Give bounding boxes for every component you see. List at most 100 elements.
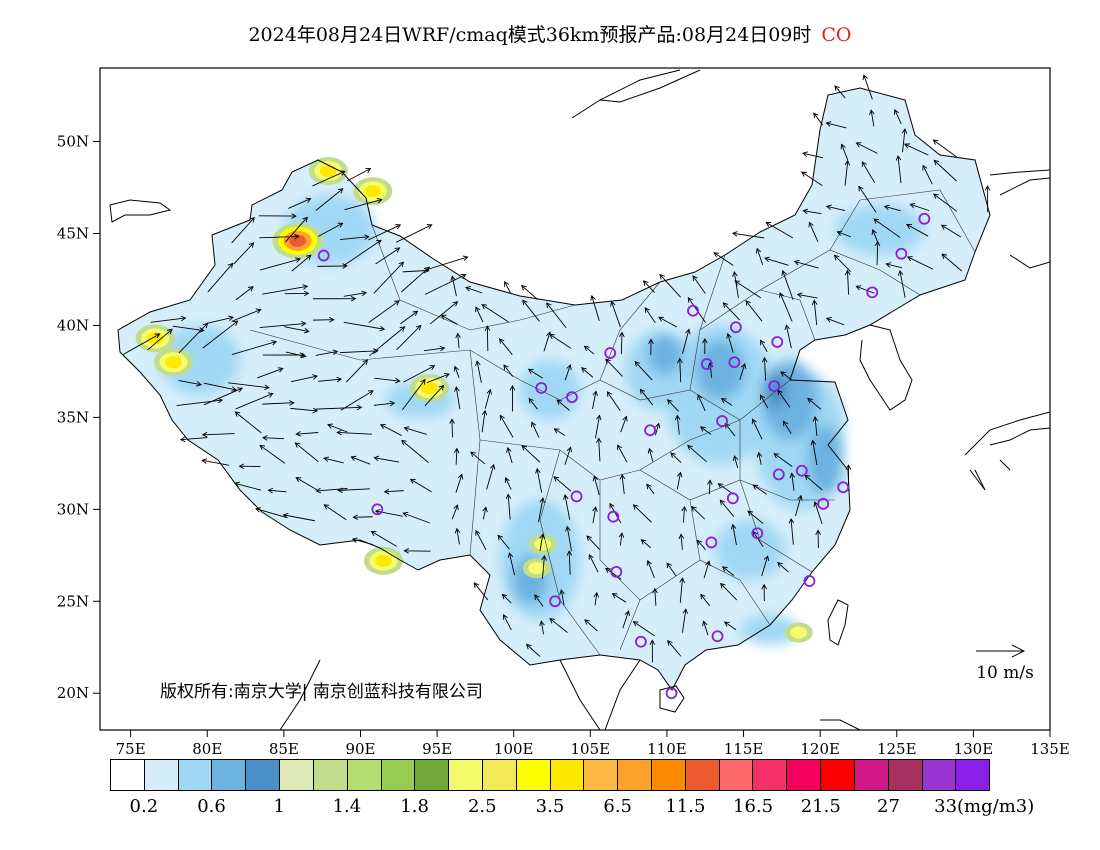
wind-arrow bbox=[231, 341, 277, 355]
wind-arrow-head bbox=[793, 259, 800, 266]
wind-arrow bbox=[371, 531, 397, 547]
lon-tick-label: 110E bbox=[647, 740, 687, 758]
wind-arrow bbox=[779, 292, 793, 322]
wind-arrow bbox=[343, 292, 367, 297]
wind-arrow bbox=[592, 507, 597, 524]
wind-arrow bbox=[178, 380, 202, 386]
wind-arrow bbox=[607, 391, 621, 411]
wind-arrow-head bbox=[885, 262, 892, 268]
wind-arrow-head bbox=[180, 315, 187, 322]
wind-arrow bbox=[402, 269, 429, 273]
wind-arrow bbox=[346, 168, 371, 182]
colorbar-cell bbox=[787, 760, 822, 790]
wind-arrow-head bbox=[773, 453, 780, 459]
wind-arrow bbox=[454, 366, 460, 379]
lon-tick-label: 135E bbox=[1030, 740, 1070, 758]
wind-arrow-head bbox=[167, 328, 173, 335]
wind-arrow bbox=[375, 510, 403, 517]
wind-arrow-head bbox=[592, 506, 598, 513]
wind-arrow bbox=[634, 361, 653, 381]
wind-arrow-head bbox=[394, 247, 401, 253]
wind-arrow-head bbox=[531, 421, 537, 428]
wind-arrow-head bbox=[234, 481, 240, 488]
wind-arrow bbox=[667, 640, 682, 657]
se-asia-coast bbox=[279, 659, 861, 730]
wind-arrow bbox=[507, 447, 513, 464]
wind-arrow bbox=[700, 594, 711, 607]
wind-arrow bbox=[499, 415, 514, 438]
wind-arrow-head bbox=[720, 582, 726, 589]
wind-arrow-head bbox=[687, 444, 693, 451]
wind-arrow-head bbox=[454, 527, 461, 534]
wind-arrow-head bbox=[465, 286, 472, 292]
wind-arrow-head bbox=[596, 414, 602, 421]
wind-arrow-head bbox=[232, 320, 239, 326]
wind-arrow-head bbox=[941, 253, 948, 259]
wind-arrow bbox=[752, 484, 767, 495]
wind-arrow-head bbox=[259, 444, 266, 451]
wind-arrow bbox=[773, 453, 793, 467]
wind-arrow bbox=[202, 433, 235, 436]
colorbar-label: 1.8 bbox=[400, 796, 429, 817]
wind-arrow bbox=[739, 363, 746, 380]
lon-tick-label: 100E bbox=[494, 740, 534, 758]
wind-arrow-head bbox=[833, 254, 840, 261]
hainan-coast bbox=[659, 685, 685, 713]
wind-arrow-head bbox=[449, 418, 455, 424]
wind-arrow-head bbox=[658, 316, 664, 322]
station-marker bbox=[716, 415, 728, 427]
colorbar-label: 27 bbox=[877, 796, 900, 817]
wind-arrow-head bbox=[756, 451, 763, 458]
wind-arrow bbox=[259, 258, 301, 271]
colorbar-cell bbox=[854, 760, 889, 790]
wind-arrow-head bbox=[802, 151, 808, 157]
lon-tick-label: 130E bbox=[954, 740, 994, 758]
wind-arrow bbox=[591, 295, 600, 322]
wind-arrow-head bbox=[412, 310, 419, 316]
wind-arrow bbox=[802, 152, 824, 159]
wind-arrow bbox=[764, 357, 767, 381]
wind-arrow bbox=[455, 448, 458, 465]
wind-arrow bbox=[605, 568, 622, 580]
wind-arrow bbox=[373, 261, 404, 294]
wind-arrow bbox=[368, 300, 400, 323]
wind-arrow bbox=[691, 506, 706, 520]
wind-arrow bbox=[622, 610, 630, 629]
wind-arrow-head bbox=[873, 218, 880, 224]
wind-arrow-head bbox=[590, 295, 596, 301]
hotspot bbox=[421, 381, 438, 394]
wind-arrow-head bbox=[752, 484, 759, 490]
wind-arrow-head bbox=[761, 583, 767, 590]
colorbar-cell bbox=[144, 760, 179, 790]
station-marker bbox=[918, 212, 931, 225]
wind-arrow-head bbox=[862, 74, 868, 81]
wind-arrow-head bbox=[323, 456, 330, 462]
wind-arrow bbox=[502, 594, 512, 604]
wind-arrow bbox=[560, 589, 565, 605]
wind-arrow-head bbox=[291, 213, 297, 219]
wind-arrow-head bbox=[337, 188, 344, 194]
wind-arrow bbox=[235, 286, 254, 301]
wind-arrow-head bbox=[255, 507, 261, 513]
wind-arrow bbox=[546, 302, 567, 329]
wind-arrow-head bbox=[717, 483, 724, 489]
wind-arrow-head bbox=[810, 439, 817, 446]
wind-arrow-head bbox=[648, 338, 654, 345]
wind-arrow bbox=[858, 186, 877, 213]
wind-arrow-head bbox=[201, 431, 208, 438]
wind-arrow bbox=[804, 474, 823, 491]
lat-tick-label: 45N bbox=[57, 225, 89, 243]
wind-arrow bbox=[863, 74, 873, 100]
concentration-layer bbox=[118, 88, 990, 690]
wind-arrow bbox=[826, 122, 847, 129]
wind-arrow-head bbox=[452, 301, 459, 307]
station-marker bbox=[570, 490, 583, 503]
wind-arrow-head bbox=[834, 85, 840, 91]
wind-arrow-head bbox=[789, 472, 796, 479]
lon-tick-label: 95E bbox=[422, 740, 452, 758]
wind-arrow bbox=[795, 495, 802, 517]
colorbar-label: 1 bbox=[273, 796, 285, 817]
wind-arrow bbox=[584, 619, 598, 632]
wind-arrow bbox=[455, 474, 463, 493]
wind-arrow bbox=[503, 614, 512, 631]
